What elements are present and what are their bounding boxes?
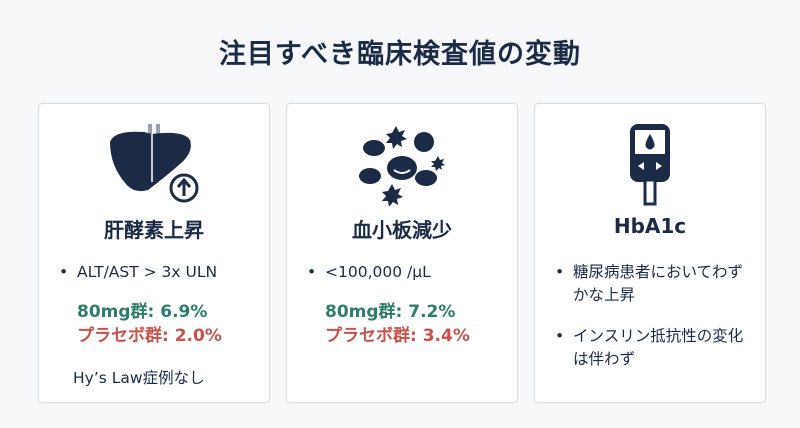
card-thrombocytopenia: 血小板減少 <100,000 /µL 80mg群: 7.2% プラセボ群: 3.… [286, 103, 518, 403]
card-title: 肝酵素上昇 [104, 218, 204, 242]
blood-cells-icon [359, 126, 445, 206]
active-group-rate: 80mg群: 7.2% [325, 302, 456, 322]
liver-arrow-up-icon [110, 124, 199, 203]
card-hba1c: HbA1c 糖尿病患者においてわずかな上昇 インスリン抵抗性の変化は伴わず [534, 103, 766, 403]
placebo-group-rate: プラセボ群: 2.0% [77, 326, 222, 346]
card-liver-enzymes: 肝酵素上昇 ALT/AST > 3x ULN 80mg群: 6.9% プラセボ群… [38, 103, 270, 403]
placebo-group-rate: プラセボ群: 3.4% [325, 326, 470, 346]
glucose-meter-icon [630, 124, 670, 206]
note-text: Hy’s Law症例なし [73, 369, 205, 387]
page-title: 注目すべき臨床検査値の変動 [218, 39, 582, 70]
bullet-item: ALT/AST > 3x ULN [59, 261, 257, 284]
active-group-rate: 80mg群: 6.9% [77, 302, 208, 322]
bullet-item: 糖尿病患者においてわずかな上昇 [555, 261, 753, 307]
card-title: HbA1c [613, 214, 687, 238]
bullet-item: <100,000 /µL [307, 261, 505, 284]
card-title: 血小板減少 [352, 218, 452, 242]
bullet-item: インスリン抵抗性の変化は伴わず [555, 325, 753, 371]
